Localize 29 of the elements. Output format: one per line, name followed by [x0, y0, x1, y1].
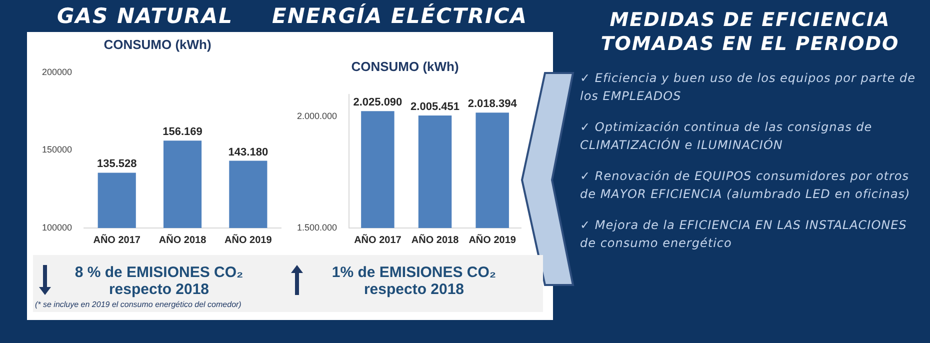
text: 8 % de EMISIONES CO₂ respecto 2018: [74, 263, 244, 298]
x-tick-label: AÑO 2018: [411, 234, 460, 246]
data-label: 135.528: [96, 158, 137, 170]
y-tick-label: 1.500.000: [296, 222, 338, 232]
x-tick-label: AÑO 2017: [93, 234, 141, 246]
x-tick-label: AÑO 2019: [224, 234, 272, 246]
text: 1% de EMISIONES CO₂ respecto 2018: [330, 263, 498, 298]
x-tick-label: AÑO 2018: [158, 234, 207, 246]
text: ✓ Renovación de EQUIPOS consumidores por otros de MAYOR EFICIENCIA (alumbrado LED en oficinas): [580, 168, 912, 203]
text: (* se incluye en 2019 el consumo energético del comedor): [34, 300, 242, 309]
y-tick-label: 2.000.000: [296, 111, 338, 122]
chart-subtitle: CONSUMO (kWh): [102, 36, 212, 54]
x-tick-label: AÑO 2017: [354, 234, 402, 246]
text: MEDIDAS DE EFICIENCIA TOMADAS EN EL PERIODO: [600, 8, 900, 56]
text: ✓ Mejora de la EFICIENCIA EN LAS INSTALACIONES de consumo energético: [580, 217, 908, 252]
data-label: 143.180: [228, 146, 268, 158]
x-tick-label: AÑO 2019: [468, 234, 516, 246]
chart-subtitle: CONSUMO (kWh): [350, 58, 460, 76]
data-label: 156.169: [162, 126, 202, 138]
data-label: 2.005.451: [410, 100, 460, 113]
data-label: 2.018.394: [468, 98, 518, 110]
text: ✓ Optimización continua de las consignas de CLIMATIZACIÓN e ILUMINACIÓN: [580, 119, 874, 154]
chart-title: ENERGÍA ELÉCTRICA: [272, 4, 528, 28]
y-tick-label: 100000: [42, 222, 72, 232]
chart-title: GAS NATURAL: [56, 4, 234, 28]
data-label: 2.025.090: [353, 96, 402, 109]
y-tick-label: 150000: [42, 144, 72, 155]
text: ✓ Eficiencia y buen uso de los equipos por parte de los EMPLEADOS: [580, 70, 917, 105]
y-tick-label: 200000: [42, 66, 72, 77]
